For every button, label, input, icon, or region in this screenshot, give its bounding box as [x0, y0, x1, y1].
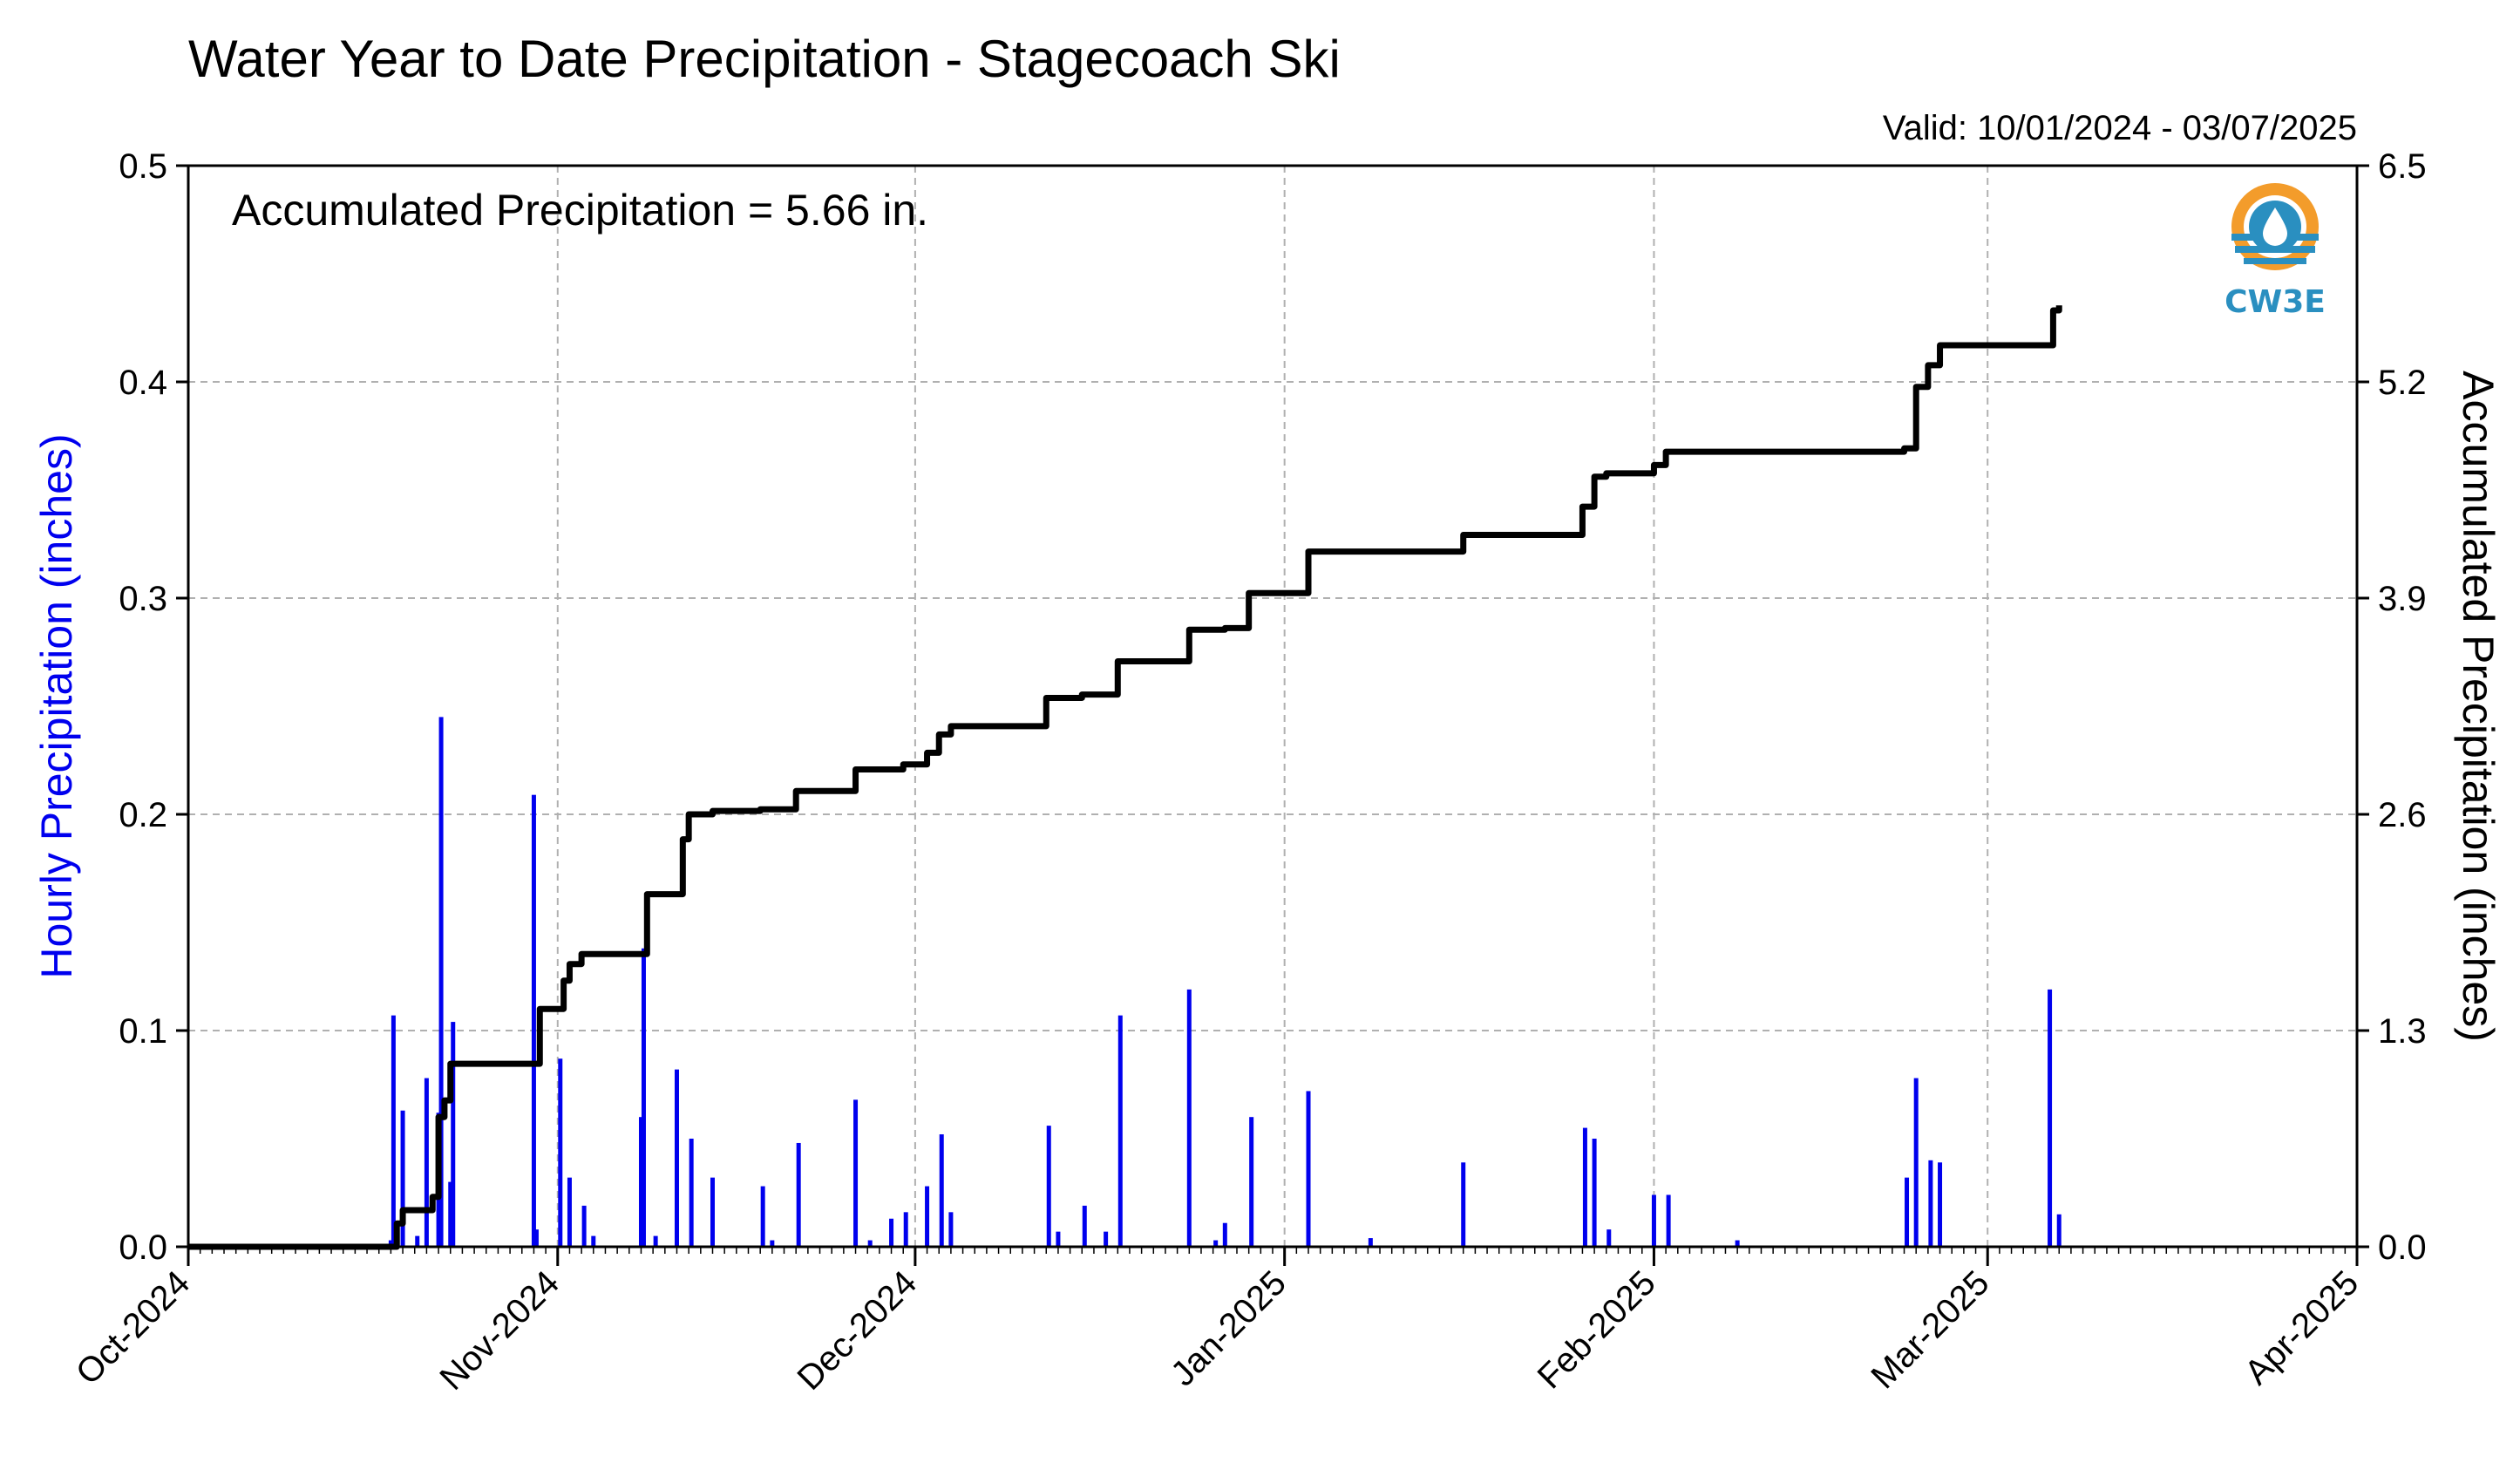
hourly-bar: [1306, 1091, 1311, 1247]
valid-date-range: Valid: 10/01/2024 - 03/07/2025: [1883, 109, 2357, 147]
right-y-tick-label: 6.5: [2378, 147, 2427, 186]
hourly-bar: [1117, 1015, 1123, 1247]
hourly-bar: [1046, 1126, 1051, 1247]
hourly-bar: [1928, 1160, 1933, 1247]
hourly-bar: [1222, 1222, 1227, 1247]
hourly-bar: [438, 717, 444, 1247]
hourly-bar: [889, 1218, 894, 1247]
hourly-bar: [1735, 1240, 1740, 1247]
hourly-bar: [1913, 1078, 1919, 1247]
left-y-ticks: 0.0 0.1 0.2 0.3 0.4 0.5: [119, 147, 188, 1267]
hourly-bar: [796, 1142, 801, 1247]
water-drop-icon: [2263, 208, 2287, 246]
x-ticks: Oct-2024 Nov-2024 Dec-2024 Jan-2025 Feb-2025…: [69, 1247, 2366, 1398]
hourly-bar: [2048, 989, 2053, 1247]
accumulated-annotation: Accumulated Precipitation = 5.66 in.: [232, 186, 928, 235]
chart-title: Water Year to Date Precipitation - Stage…: [188, 30, 1341, 88]
x-tick-label: Mar-2025: [1864, 1263, 1996, 1396]
hourly-bar: [1461, 1162, 1466, 1247]
hourly-bar: [1582, 1127, 1587, 1247]
grid-lines: [188, 166, 2357, 1247]
hourly-bar: [451, 1022, 456, 1247]
hourly-bar: [388, 1240, 393, 1247]
hourly-bar: [391, 1015, 396, 1247]
plot-frame: [187, 164, 2359, 1249]
hourly-bar: [400, 1110, 405, 1247]
hourly-bar: [531, 794, 536, 1247]
hourly-bar: [674, 1069, 679, 1247]
hourly-bar: [638, 1117, 643, 1247]
hourly-bar: [710, 1177, 715, 1247]
x-tick-label: Nov-2024: [432, 1263, 567, 1398]
left-axis-label: Hourly Precipitation (inches): [32, 433, 81, 978]
hourly-bar: [448, 1181, 453, 1247]
right-y-tick-label: 3.9: [2378, 580, 2427, 618]
minor-ticks: [199, 1247, 2347, 1254]
x-tick-label: Jan-2025: [1164, 1263, 1294, 1393]
hourly-bar: [1606, 1229, 1612, 1247]
hourly-bar: [653, 1235, 658, 1247]
hourly-bar: [1592, 1139, 1597, 1247]
hourly-bar: [558, 1058, 563, 1247]
right-y-tick-label: 2.6: [2378, 796, 2427, 834]
left-y-tick-label: 0.3: [119, 580, 167, 618]
hourly-bar: [533, 1229, 539, 1247]
x-tick-label: Apr-2025: [2238, 1263, 2366, 1392]
hourly-bar: [867, 1240, 873, 1247]
hourly-bar: [1666, 1194, 1671, 1247]
hourly-bar: [1938, 1162, 1943, 1247]
hourly-bar: [567, 1177, 572, 1247]
right-y-tick-label: 5.2: [2378, 364, 2427, 402]
hourly-bar: [1651, 1194, 1656, 1247]
hourly-bar: [415, 1235, 420, 1247]
logo-text: CW3E: [2225, 284, 2326, 320]
hourly-bar: [770, 1240, 775, 1247]
right-y-tick-label: 1.3: [2378, 1012, 2427, 1051]
hourly-bar: [1082, 1205, 1087, 1247]
x-tick-label: Oct-2024: [69, 1263, 197, 1392]
hourly-bar: [1104, 1231, 1109, 1247]
x-tick-label: Feb-2025: [1531, 1263, 1663, 1396]
hourly-bar: [1249, 1117, 1254, 1247]
x-tick-label: Dec-2024: [791, 1263, 925, 1398]
hourly-bar: [1905, 1177, 1910, 1247]
accumulated-precipitation-line: [188, 305, 2062, 1250]
right-y-tick-label: 0.0: [2378, 1228, 2427, 1267]
right-axis-label: Accumulated Precipitation (inches): [2454, 371, 2503, 1042]
hourly-bar: [641, 948, 646, 1247]
hourly-bar: [1056, 1231, 1061, 1247]
hourly-bar: [591, 1235, 596, 1247]
hourly-bar: [1368, 1238, 1373, 1247]
left-y-tick-label: 0.5: [119, 147, 167, 186]
hourly-bar: [689, 1139, 694, 1247]
hourly-bar: [581, 1205, 587, 1247]
hourly-bar: [925, 1186, 930, 1247]
left-y-tick-label: 0.0: [119, 1228, 167, 1267]
hourly-bar: [1186, 989, 1192, 1247]
hourly-bar: [760, 1186, 765, 1247]
right-y-ticks: 0.0 1.3 2.6 3.9 5.2 6.5: [2357, 147, 2427, 1267]
left-y-tick-label: 0.1: [119, 1012, 167, 1051]
left-y-tick-label: 0.2: [119, 796, 167, 834]
hourly-bar: [2056, 1214, 2062, 1247]
hourly-bar: [853, 1099, 859, 1247]
hourly-bar: [948, 1212, 954, 1247]
hourly-bar: [1213, 1240, 1219, 1247]
left-y-tick-label: 0.4: [119, 364, 167, 402]
hourly-bar: [424, 1078, 429, 1247]
hourly-precipitation-bars: [388, 717, 2062, 1247]
hourly-bar: [939, 1134, 944, 1247]
hourly-bar: [903, 1212, 908, 1247]
cw3e-logo: CW3E: [2225, 183, 2326, 320]
